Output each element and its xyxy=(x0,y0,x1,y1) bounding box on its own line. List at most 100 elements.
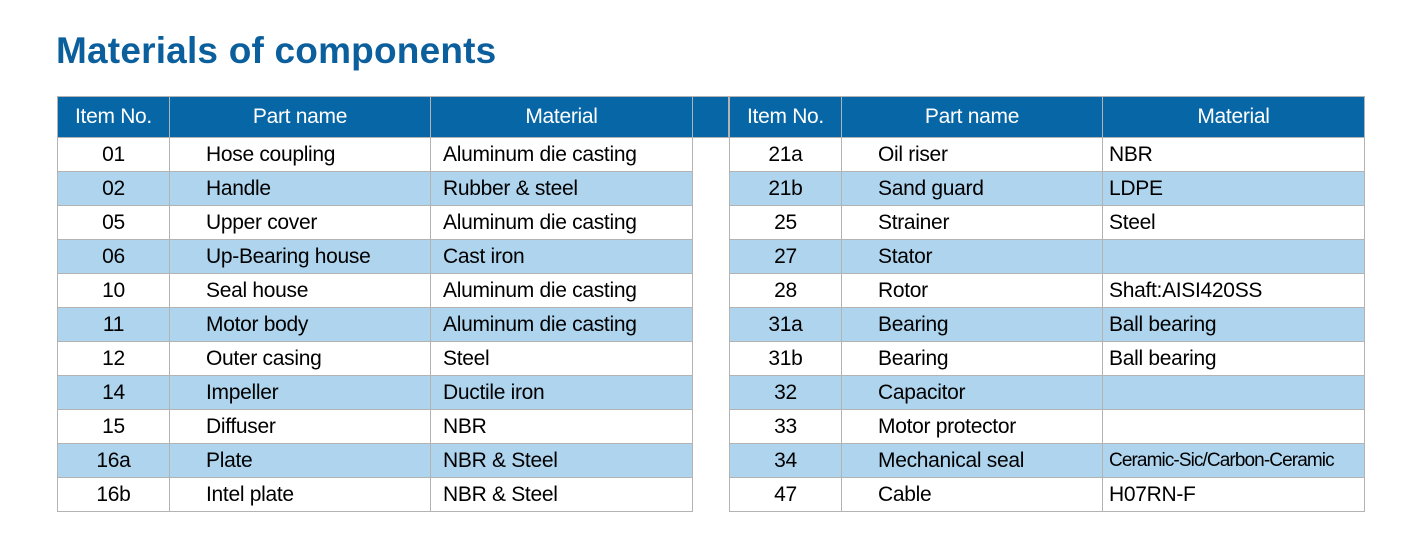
part-name-cell: Upper cover xyxy=(169,205,431,240)
table-header-row: Item No. Part name Material xyxy=(57,96,693,138)
header-spacer xyxy=(692,96,729,138)
item-no-cell: 47 xyxy=(729,477,842,512)
item-no-cell: 11 xyxy=(57,307,170,342)
part-name-cell: Bearing xyxy=(841,307,1103,342)
table-row: 12 Outer casing Steel xyxy=(57,341,693,376)
material-cell: Ceramic-Sic/Carbon-Ceramic xyxy=(1102,443,1365,478)
item-no-cell: 21b xyxy=(729,171,842,206)
table-row: 34 Mechanical seal Ceramic-Sic/Carbon-Cera… xyxy=(729,443,1365,478)
material-cell: NBR & Steel xyxy=(430,477,693,512)
header-item-no: Item No. xyxy=(729,96,842,138)
header-material: Material xyxy=(430,96,693,138)
part-name-cell: Outer casing xyxy=(169,341,431,376)
item-no-cell: 31b xyxy=(729,341,842,376)
item-no-cell: 33 xyxy=(729,409,842,444)
components-table-left: Item No. Part name Material 01 Hose coupl… xyxy=(57,96,693,512)
table-row: 05 Upper cover Aluminum die casting xyxy=(57,205,693,240)
part-name-cell: Motor body xyxy=(169,307,431,342)
item-no-cell: 15 xyxy=(57,409,170,444)
item-no-cell: 32 xyxy=(729,375,842,410)
table-row: 21a Oil riser NBR xyxy=(729,137,1365,172)
table-row: 21b Sand guard LDPE xyxy=(729,171,1365,206)
part-name-cell: Stator xyxy=(841,239,1103,274)
material-cell: Aluminum die casting xyxy=(430,273,693,308)
table-row: 11 Motor body Aluminum die casting xyxy=(57,307,693,342)
item-no-cell: 05 xyxy=(57,205,170,240)
item-no-cell: 27 xyxy=(729,239,842,274)
material-cell: Aluminum die casting xyxy=(430,137,693,172)
table-row: 01 Hose coupling Aluminum die casting xyxy=(57,137,693,172)
item-no-cell: 02 xyxy=(57,171,170,206)
material-cell: Ball bearing xyxy=(1102,341,1365,376)
table-row: 15 Diffuser NBR xyxy=(57,409,693,444)
part-name-cell: Mechanical seal xyxy=(841,443,1103,478)
table-row: 06 Up-Bearing house Cast iron xyxy=(57,239,693,274)
material-cell: Aluminum die casting xyxy=(430,205,693,240)
material-cell: Ductile iron xyxy=(430,375,693,410)
table-row: 31b Bearing Ball bearing xyxy=(729,341,1365,376)
item-no-cell: 14 xyxy=(57,375,170,410)
part-name-cell: Hose coupling xyxy=(169,137,431,172)
item-no-cell: 31a xyxy=(729,307,842,342)
material-cell: NBR & Steel xyxy=(430,443,693,478)
page-title: Materials of components xyxy=(56,30,497,71)
table-row: 31a Bearing Ball bearing xyxy=(729,307,1365,342)
item-no-cell: 34 xyxy=(729,443,842,478)
part-name-cell: Rotor xyxy=(841,273,1103,308)
part-name-cell: Sand guard xyxy=(841,171,1103,206)
header-item-no: Item No. xyxy=(57,96,170,138)
item-no-cell: 10 xyxy=(57,273,170,308)
part-name-cell: Diffuser xyxy=(169,409,431,444)
material-cell: H07RN-F xyxy=(1102,477,1365,512)
part-name-cell: Up-Bearing house xyxy=(169,239,431,274)
components-table-right: Item No. Part name Material 21a Oil riser… xyxy=(729,96,1365,512)
material-cell xyxy=(1102,409,1365,444)
header-material: Material xyxy=(1102,96,1365,138)
item-no-cell: 16a xyxy=(57,443,170,478)
item-no-cell: 21a xyxy=(729,137,842,172)
material-cell: NBR xyxy=(430,409,693,444)
table-row: 02 Handle Rubber & steel xyxy=(57,171,693,206)
material-cell: Steel xyxy=(1102,205,1365,240)
table-row: 14 Impeller Ductile iron xyxy=(57,375,693,410)
part-name-cell: Capacitor xyxy=(841,375,1103,410)
table-row: 33 Motor protector xyxy=(729,409,1365,444)
material-cell: Cast iron xyxy=(430,239,693,274)
item-no-cell: 01 xyxy=(57,137,170,172)
material-cell: NBR xyxy=(1102,137,1365,172)
material-cell: Aluminum die casting xyxy=(430,307,693,342)
table-row: 28 Rotor Shaft:AISI420SS xyxy=(729,273,1365,308)
part-name-cell: Oil riser xyxy=(841,137,1103,172)
part-name-cell: Intel plate xyxy=(169,477,431,512)
item-no-cell: 12 xyxy=(57,341,170,376)
header-part-name: Part name xyxy=(169,96,431,138)
table-row: 16b Intel plate NBR & Steel xyxy=(57,477,693,512)
part-name-cell: Strainer xyxy=(841,205,1103,240)
table-row: 47 Cable H07RN-F xyxy=(729,477,1365,512)
part-name-cell: Plate xyxy=(169,443,431,478)
part-name-cell: Seal house xyxy=(169,273,431,308)
item-no-cell: 25 xyxy=(729,205,842,240)
table-row: 10 Seal house Aluminum die casting xyxy=(57,273,693,308)
part-name-cell: Handle xyxy=(169,171,431,206)
material-cell: Rubber & steel xyxy=(430,171,693,206)
part-name-cell: Bearing xyxy=(841,341,1103,376)
table-header-row: Item No. Part name Material xyxy=(729,96,1365,138)
item-no-cell: 28 xyxy=(729,273,842,308)
item-no-cell: 16b xyxy=(57,477,170,512)
material-cell: Shaft:AISI420SS xyxy=(1102,273,1365,308)
table-row: 16a Plate NBR & Steel xyxy=(57,443,693,478)
part-name-cell: Impeller xyxy=(169,375,431,410)
material-cell: Steel xyxy=(430,341,693,376)
table-row: 27 Stator xyxy=(729,239,1365,274)
part-name-cell: Cable xyxy=(841,477,1103,512)
material-cell: Ball bearing xyxy=(1102,307,1365,342)
material-cell xyxy=(1102,239,1365,274)
table-row: 25 Strainer Steel xyxy=(729,205,1365,240)
header-part-name: Part name xyxy=(841,96,1103,138)
item-no-cell: 06 xyxy=(57,239,170,274)
material-cell: LDPE xyxy=(1102,171,1365,206)
table-row: 32 Capacitor xyxy=(729,375,1365,410)
part-name-cell: Motor protector xyxy=(841,409,1103,444)
material-cell xyxy=(1102,375,1365,410)
